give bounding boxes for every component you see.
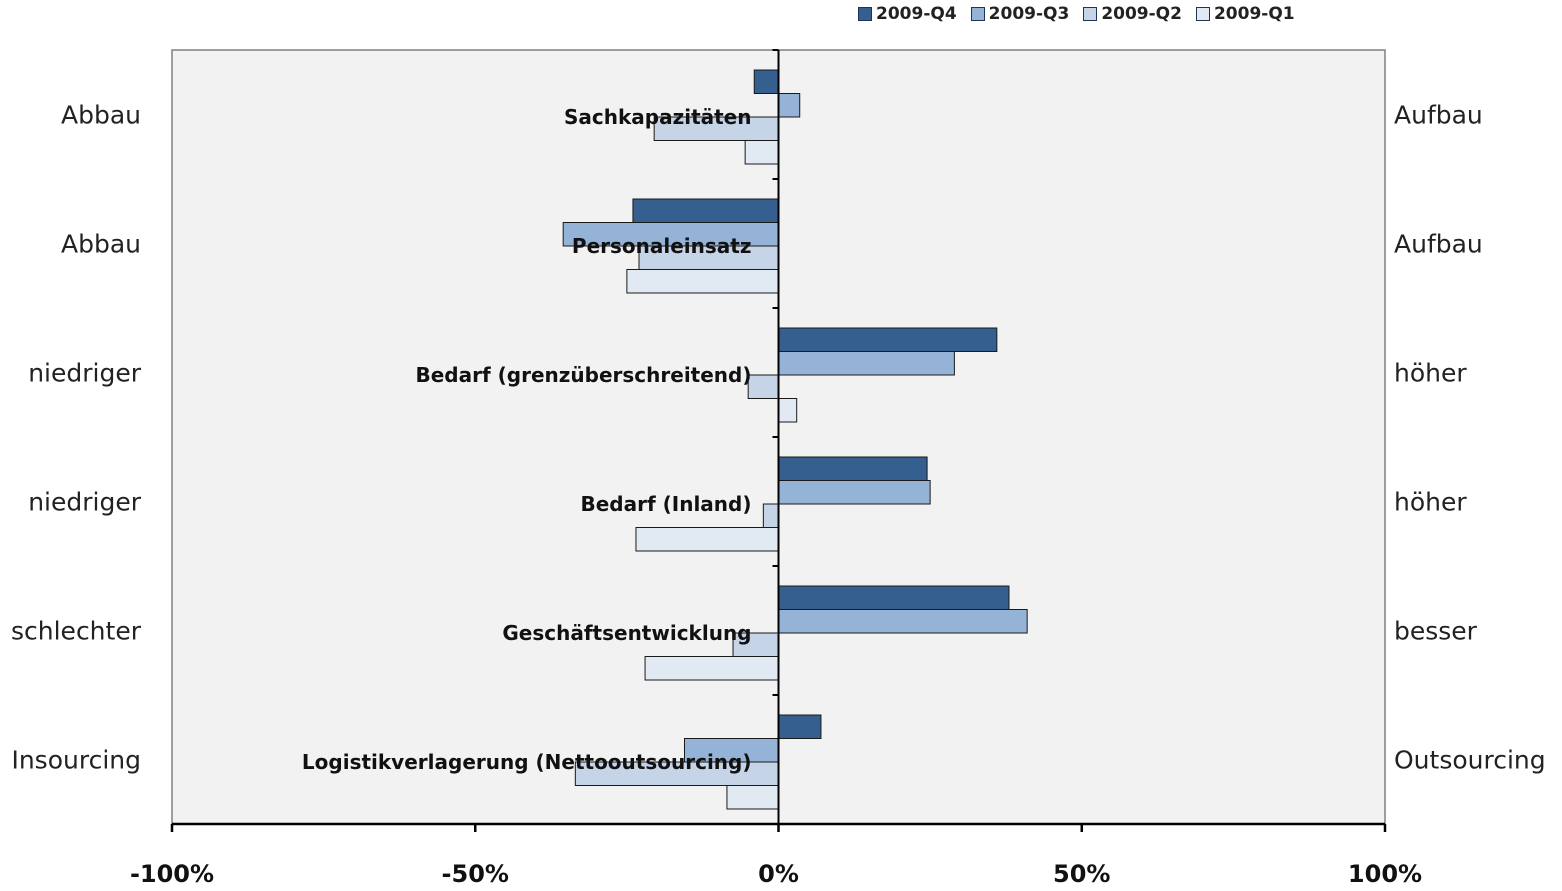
category-label: Logistikverlagerung (Nettooutsourcing) — [302, 750, 752, 774]
left-label: niedriger — [28, 359, 142, 388]
legend-item-2009-q4: 2009-Q4 — [858, 4, 957, 24]
bar-2009-q1-sachkapazitäten — [744, 140, 780, 165]
bar-2009-q1-bedarf-inland — [635, 527, 779, 552]
category-label: Bedarf (Inland) — [580, 492, 751, 516]
chart-legend: 2009-Q4 2009-Q3 2009-Q2 2009-Q1 — [858, 4, 1295, 24]
x-tick-label: 100% — [1348, 860, 1422, 888]
left-label: Abbau — [61, 101, 141, 130]
legend-swatch — [1083, 7, 1098, 21]
bar-2009-q4-bedarf-inland — [778, 456, 928, 481]
legend-label: 2009-Q3 — [988, 4, 1070, 24]
legend-item-2009-q1: 2009-Q1 — [1195, 4, 1295, 24]
bar-2009-q1-geschäftsentwicklung — [644, 656, 779, 681]
bar-2009-q3-geschäftsentwicklung — [778, 609, 1028, 634]
legend-swatch — [970, 7, 985, 21]
bar-2009-q4-geschäftsentwicklung — [778, 585, 1010, 610]
right-label: Outsourcing — [1394, 746, 1546, 775]
legend-swatch — [858, 7, 872, 21]
bar-2009-q4-bedarf-grenzüberschreitend — [778, 327, 998, 352]
category-label: Bedarf (grenzüberschreitend) — [416, 363, 752, 387]
bar-2009-q4-personaleinsatz — [632, 198, 779, 223]
bar-2009-q2-bedarf-inland — [762, 503, 780, 528]
bar-2009-q3-bedarf-inland — [778, 480, 931, 505]
legend-item-2009-q2: 2009-Q2 — [1083, 4, 1182, 24]
legend-label: 2009-Q1 — [1213, 4, 1295, 24]
category-label: Sachkapazitäten — [564, 105, 752, 129]
bar-2009-q1-personaleinsatz — [626, 269, 779, 294]
right-label: höher — [1394, 359, 1467, 388]
bar-2009-q3-bedarf-grenzüberschreitend — [778, 351, 955, 376]
x-tick-label: -50% — [442, 860, 509, 888]
legend-label: 2009-Q4 — [876, 4, 957, 24]
left-label: Insourcing — [11, 746, 141, 775]
left-label: schlechter — [11, 617, 142, 646]
right-label: höher — [1394, 488, 1467, 517]
bar-2009-q4-logistikverlagerung-nettooutsourcing — [778, 714, 822, 739]
bar-2009-q1-bedarf-grenzüberschreitend — [778, 398, 798, 423]
category-label: Personaleinsatz — [572, 234, 752, 258]
bar-2009-q3-sachkapazitäten — [778, 93, 801, 118]
right-label: Aufbau — [1394, 230, 1483, 259]
legend-swatch — [1195, 7, 1210, 21]
left-label: niedriger — [28, 488, 142, 517]
bar-2009-q2-bedarf-grenzüberschreitend — [747, 374, 779, 399]
x-tick-label: 0% — [758, 860, 799, 888]
legend-item-2009-q3: 2009-Q3 — [970, 4, 1070, 24]
right-label: besser — [1394, 617, 1478, 646]
x-tick-label: -100% — [130, 860, 214, 888]
bar-2009-q1-logistikverlagerung-nettooutsourcing — [726, 785, 780, 810]
right-label: Aufbau — [1394, 101, 1483, 130]
left-label: Abbau — [61, 230, 141, 259]
x-tick-label: 50% — [1053, 860, 1110, 888]
bar-2009-q4-sachkapazitäten — [753, 69, 779, 94]
category-label: Geschäftsentwicklung — [502, 621, 751, 645]
legend-label: 2009-Q2 — [1101, 4, 1182, 24]
